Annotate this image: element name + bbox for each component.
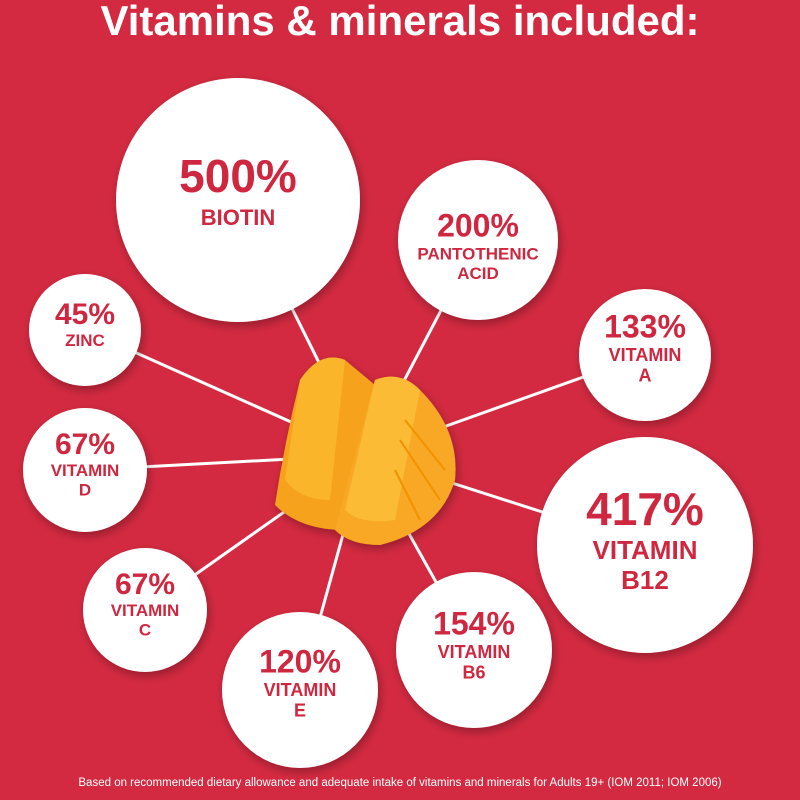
node-label: VITAMIN: [438, 642, 511, 662]
node-label: BIOTIN: [201, 205, 276, 230]
node-value: 67%: [55, 428, 115, 461]
node-label: VITAMIN: [593, 535, 698, 565]
node-circle: [398, 160, 558, 320]
node-label: VITAMIN: [609, 345, 682, 365]
node-label: VITAMIN: [111, 601, 180, 620]
node-circle: [396, 572, 552, 728]
node-value: 200%: [437, 207, 519, 243]
node-circle: [29, 274, 141, 386]
node-value: 500%: [179, 150, 297, 202]
node-label: A: [639, 366, 652, 386]
node: 45%ZINC: [29, 274, 141, 386]
node-label: D: [79, 481, 91, 500]
node-circle: [579, 289, 711, 421]
node-label: VITAMIN: [264, 680, 337, 700]
node-circle: [537, 437, 753, 653]
title: Vitamins & minerals included:: [100, 0, 699, 44]
node-label: E: [294, 701, 306, 721]
node-label: VITAMIN: [51, 461, 120, 480]
node-circle: [222, 612, 378, 768]
node-value: 417%: [586, 483, 704, 535]
node-label: B6: [462, 663, 485, 683]
node-circle: [116, 78, 360, 322]
node-value: 67%: [115, 568, 175, 601]
node-circle: [23, 408, 147, 532]
node-label: PANTOTHENIC: [417, 245, 538, 264]
node: 500% BIOTIN: [116, 78, 360, 322]
node-circle: [83, 548, 207, 672]
node-label: B12: [621, 565, 669, 595]
node-value: 154%: [433, 605, 515, 641]
footnote: Based on recommended dietary allowance a…: [78, 777, 721, 789]
node-label: ACID: [457, 264, 499, 283]
node-value: 45%: [55, 298, 115, 331]
node-value: 120%: [259, 643, 341, 679]
node-label: ZINC: [65, 331, 105, 350]
node-label: C: [139, 621, 151, 640]
nodes: 500%BIOTIN 200%PANTOTHENICACID133%VITAMIN…: [23, 78, 753, 768]
node-value: 133%: [604, 308, 686, 344]
gummy-image: [275, 357, 456, 545]
